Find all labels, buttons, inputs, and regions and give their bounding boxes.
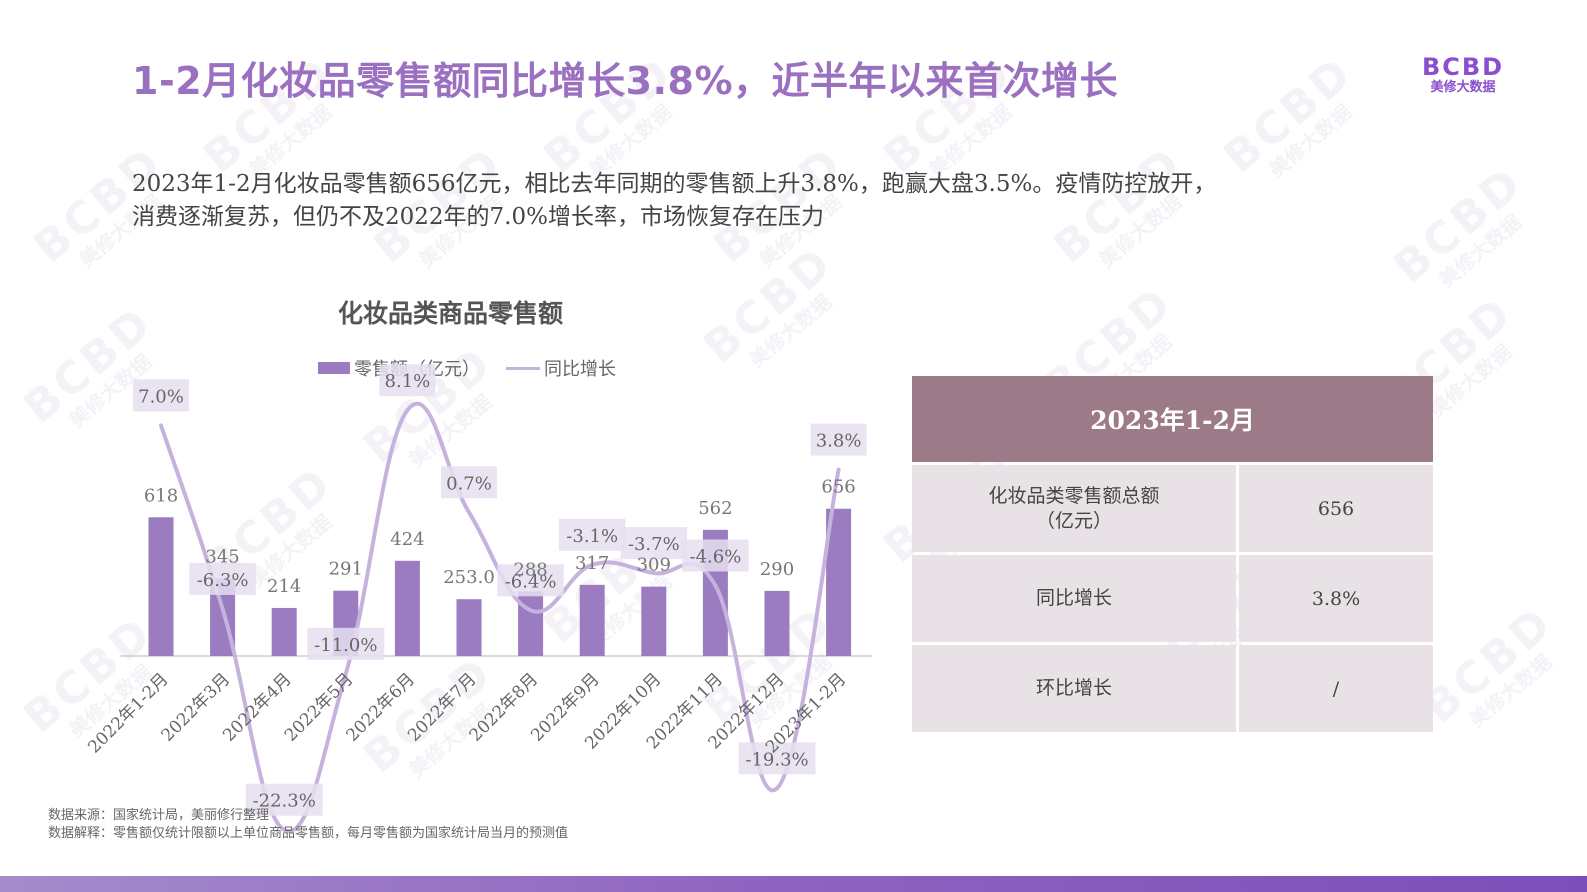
growth-label: -4.6% <box>689 546 741 567</box>
growth-label-box <box>682 539 749 572</box>
chart-title: 化妆品类商品零售额 <box>338 299 564 328</box>
growth-label-box <box>558 518 626 551</box>
table-row-value: / <box>1239 645 1433 732</box>
table-header: 2023年1-2月 <box>912 376 1433 462</box>
logo-mark: BCBD <box>1421 53 1505 81</box>
bar <box>148 517 174 656</box>
table-row-label: 化妆品类零售额总额 （亿元） <box>912 465 1236 552</box>
summary-table: 2023年1-2月 化妆品类零售额总额 （亿元） 656 同比增长 3.8% 环… <box>912 376 1433 732</box>
bar <box>271 607 297 656</box>
footnotes: 数据来源：国家统计局，美丽修行整理 数据解释：零售额仅统计限额以上单位商品零售额… <box>48 807 568 843</box>
growth-label-box <box>497 564 564 597</box>
brand-logo: BCBD 美修大数据 <box>1420 54 1506 96</box>
bar-value-label: 309 <box>637 555 671 576</box>
table-row-label: 同比增长 <box>912 555 1236 642</box>
growth-label-box <box>245 783 323 816</box>
growth-label-box <box>738 742 816 775</box>
growth-line <box>159 401 841 833</box>
bar-value-label: 656 <box>821 477 855 498</box>
bar <box>518 591 544 656</box>
bar <box>764 590 790 656</box>
growth-label-box <box>379 364 436 397</box>
bar-value-label: 317 <box>575 553 609 574</box>
legend-line-label: 同比增长 <box>544 359 616 380</box>
bar-value-label: 288 <box>513 559 547 580</box>
table-row-label: 环比增长 <box>912 645 1236 732</box>
bar <box>394 560 420 656</box>
growth-label: -6.4% <box>505 571 557 592</box>
bar-value-label: 424 <box>390 529 424 550</box>
growth-label-box <box>620 527 688 560</box>
growth-label: -22.3% <box>253 791 316 812</box>
table-row: 环比增长 / <box>912 645 1433 732</box>
table-row-value: 656 <box>1239 465 1433 552</box>
bar-value-label: 562 <box>698 498 732 519</box>
logo-subtitle: 美修大数据 <box>1430 80 1496 95</box>
intro-line-1: 2023年1-2月化妆品零售额656亿元，相比去年同期的零售额上升3.8%，跑赢… <box>132 171 1217 197</box>
growth-label-box <box>307 627 385 660</box>
growth-label: -19.3% <box>745 749 808 770</box>
growth-label: -6.3% <box>197 570 249 591</box>
legend-line-swatch <box>506 366 540 370</box>
intro-paragraph: 2023年1-2月化妆品零售额656亿元，相比去年同期的零售额上升3.8%，跑赢… <box>132 168 1352 234</box>
growth-label: -3.7% <box>628 534 680 555</box>
bar-value-label: 345 <box>205 547 239 568</box>
bar-value-label: 291 <box>329 559 363 580</box>
x-tick-label: 2022年1-2月 <box>84 669 172 757</box>
growth-label: -3.1% <box>566 526 618 547</box>
legend-bar-swatch <box>318 362 350 374</box>
footnote-explain: 数据解释：零售额仅统计限额以上单位商品零售额，每月零售额为国家统计局当月的预测值 <box>48 826 569 841</box>
bar-value-label: 618 <box>144 485 178 506</box>
growth-label: -11.0% <box>314 635 377 656</box>
table-row: 化妆品类零售额总额 （亿元） 656 <box>912 465 1433 552</box>
footnote-source: 数据来源：国家统计局，美丽修行整理 <box>48 808 270 823</box>
bar-value-label: 290 <box>760 559 794 580</box>
growth-label-box <box>189 562 256 595</box>
page-title: 1-2月化妆品零售额同比增长3.8%，近半年以来首次增长 <box>132 59 1119 103</box>
growth-label: 3.8% <box>816 431 862 452</box>
bar <box>456 599 482 656</box>
growth-label-box <box>810 423 867 456</box>
bar-value-label: 253.0 <box>443 567 495 588</box>
bar <box>641 586 667 656</box>
growth-label-box <box>133 379 189 412</box>
intro-line-2: 消费逐渐复苏，但仍不及2022年的7.0%增长率，市场恢复存在压力 <box>132 204 824 230</box>
table-row: 同比增长 3.8% <box>912 555 1433 642</box>
bottom-accent-bar <box>0 876 1587 892</box>
growth-label: 7.0% <box>138 386 184 407</box>
bar <box>579 584 605 656</box>
table-row-value: 3.8% <box>1239 555 1433 642</box>
row-label-line2: （亿元） <box>1035 509 1112 532</box>
growth-label: 0.7% <box>446 473 492 494</box>
growth-label: 8.1% <box>385 371 431 392</box>
growth-label-box <box>441 466 497 499</box>
row-label-line1: 化妆品类零售额总额 <box>988 484 1160 507</box>
bar-value-label: 214 <box>267 576 301 597</box>
